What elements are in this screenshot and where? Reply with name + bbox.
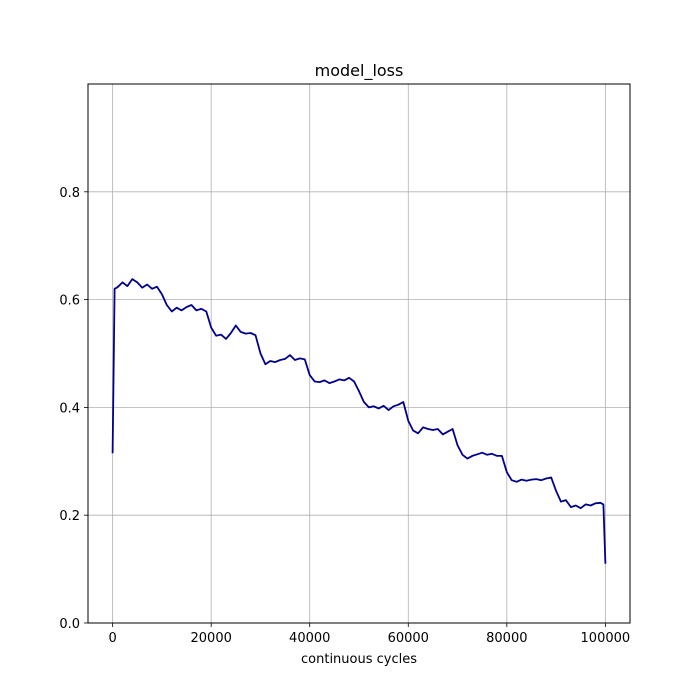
ticks: 0 20000 40000 60000 80000 100000 0.0 0.2 0.4 0.6 0… bbox=[59, 186, 630, 646]
x-tick-label-1: 20000 bbox=[191, 631, 232, 646]
series-layer bbox=[111, 278, 607, 564]
x-tick-label-2: 40000 bbox=[289, 631, 330, 646]
x-tick-label-0: 0 bbox=[108, 631, 116, 646]
chart-title: model_loss bbox=[315, 61, 404, 81]
y-tick-label-3: 0.6 bbox=[59, 294, 80, 309]
x-tick-label-5: 100000 bbox=[581, 631, 631, 646]
x-tick-label-4: 80000 bbox=[486, 631, 527, 646]
y-tick-label-4: 0.8 bbox=[59, 186, 80, 201]
x-axis-label: continuous cycles bbox=[301, 652, 417, 667]
x-tick-label-3: 60000 bbox=[388, 631, 429, 646]
y-tick-label-0: 0.0 bbox=[59, 617, 80, 632]
y-tick-label-1: 0.2 bbox=[59, 509, 80, 524]
plot-frame bbox=[87, 83, 631, 624]
series-line-0 bbox=[111, 278, 607, 564]
y-tick-label-2: 0.4 bbox=[59, 401, 80, 416]
